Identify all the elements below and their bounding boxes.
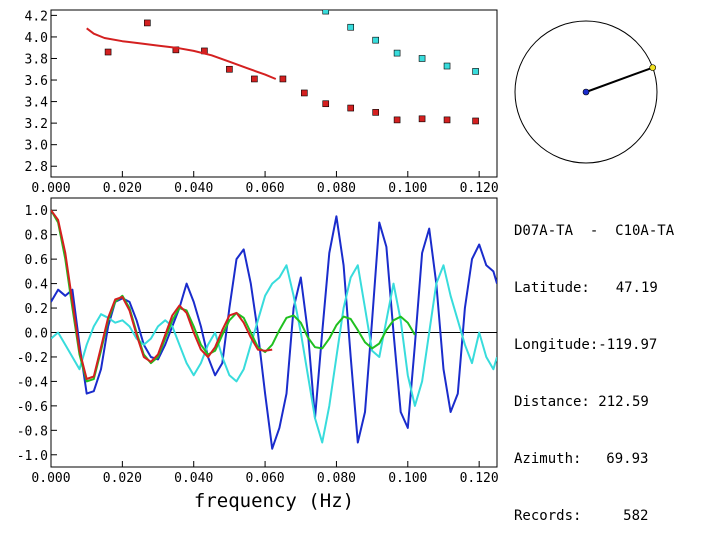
- top-xtick-label: 0.040: [174, 181, 213, 196]
- bottom-ytick-label: 0.0: [25, 327, 48, 342]
- top-series0-point: [372, 109, 379, 116]
- top-series0-point: [279, 75, 287, 83]
- top-series0-point: [393, 116, 401, 124]
- top-xtick-label: 0.120: [460, 181, 499, 196]
- top-xtick-label: 0.020: [103, 181, 142, 196]
- top-series1-point: [393, 49, 401, 57]
- top-series1-point: [443, 62, 451, 70]
- bottom-ytick-label: -1.0: [17, 449, 48, 464]
- top-series0-point: [418, 115, 426, 123]
- bottom-ytick-label: 0.4: [25, 278, 49, 293]
- top-ytick-label: 3.0: [25, 139, 48, 154]
- correlation-spectrum-plot: 0.000 0.020 0.040 0.060 0.080 0.100 0.120 1.0 0.…: [17, 197, 499, 512]
- top-ytick-label: 3.6: [25, 74, 48, 89]
- top-series0-point: [443, 116, 451, 124]
- bottom-ytick-label: -0.2: [17, 351, 48, 366]
- longitude-row: Longitude:-119.97: [514, 336, 674, 355]
- longitude-value: -119.97: [598, 337, 658, 353]
- top-xtick-label: 0.080: [317, 181, 356, 196]
- top-series1-point: [472, 68, 479, 75]
- azimuth-row: Azimuth: 69.93: [514, 450, 674, 469]
- dial-center-station: [582, 88, 590, 96]
- top-series1-point: [347, 23, 355, 31]
- bottom-series1-line: [51, 264, 497, 444]
- top-ytick-label: 3.2: [25, 117, 48, 132]
- top-series0-point: [301, 89, 308, 97]
- bottom-ytick-label: 0.2: [25, 302, 48, 317]
- latitude-value: 47.19: [615, 280, 658, 296]
- records-label: Records:: [514, 508, 582, 524]
- bottom-xlabel: frequency (Hz): [194, 490, 354, 512]
- dial-azimuth-line: [585, 66, 654, 93]
- top-series0-point: [104, 48, 112, 56]
- bottom-ytick-label: -0.6: [17, 400, 48, 415]
- top-xtick-label: 0.060: [246, 181, 285, 196]
- distance-row: Distance: 212.59: [514, 393, 674, 412]
- bottom-xtick-label: 0.080: [317, 471, 356, 486]
- records-row: Records: 582: [514, 507, 674, 526]
- top-ytick-label: 3.4: [25, 96, 49, 111]
- top-series0-point: [251, 75, 258, 83]
- top-series0-point: [226, 65, 233, 73]
- top-ytick-label: 4.2: [25, 9, 48, 24]
- top-ytick-label: 3.8: [25, 52, 48, 67]
- bottom-ytick-label: 0.6: [25, 253, 48, 268]
- distance-label: Distance:: [514, 394, 590, 410]
- azimuth-dial: [514, 20, 658, 164]
- bottom-series2-line: [51, 209, 416, 383]
- top-series2-line: [86, 27, 277, 80]
- top-series1-point: [372, 36, 379, 44]
- dial-remote-station: [649, 64, 656, 71]
- top-series0-point: [472, 117, 479, 125]
- records-value: 582: [623, 508, 649, 524]
- top-frame: [50, 9, 498, 178]
- top-ytick-label: 4.0: [25, 31, 48, 46]
- latitude-row: Latitude: 47.19: [514, 279, 674, 298]
- bottom-xtick-label: 0.020: [103, 471, 142, 486]
- station-info-panel: D07A-TA - C10A-TA Latitude: 47.19 Longitu…: [514, 184, 674, 545]
- bottom-xtick-label: 0.040: [174, 471, 213, 486]
- top-series0-point: [347, 104, 355, 112]
- top-xtick-label: 0.100: [388, 181, 427, 196]
- top-xtick-label: 0.000: [31, 181, 70, 196]
- bottom-xtick-label: 0.120: [460, 471, 499, 486]
- distance-value: 212.59: [598, 394, 649, 410]
- dial-circle: [514, 20, 658, 164]
- bottom-series3-line: [51, 209, 273, 380]
- bottom-ytick-label: -0.8: [17, 424, 48, 439]
- bottom-xtick-label: 0.100: [388, 471, 427, 486]
- bottom-ytick-label: 1.0: [25, 204, 48, 219]
- figure: 0.000 0.020 0.040 0.060 0.080 0.100 0.120 2.8 3.…: [17, 9, 658, 512]
- top-ytick-label: 2.8: [25, 160, 48, 175]
- top-series0-point: [144, 19, 151, 27]
- azimuth-label: Azimuth:: [514, 451, 582, 467]
- top-series0-point: [322, 100, 330, 108]
- latitude-label: Latitude:: [514, 280, 590, 296]
- bottom-xtick-label: 0.060: [246, 471, 285, 486]
- bottom-xtick-label: 0.000: [31, 471, 70, 486]
- azimuth-value: 69.93: [606, 451, 649, 467]
- phase-velocity-plot: 0.000 0.020 0.040 0.060 0.080 0.100 0.120 2.8 3.…: [25, 9, 499, 196]
- longitude-label: Longitude:: [514, 337, 599, 353]
- top-series1-point: [418, 55, 426, 62]
- station-pair: D07A-TA - C10A-TA: [514, 223, 675, 239]
- top-series1-point: [322, 10, 330, 15]
- bottom-ytick-label: 0.8: [25, 229, 48, 244]
- bottom-ytick-label: -0.4: [17, 375, 48, 390]
